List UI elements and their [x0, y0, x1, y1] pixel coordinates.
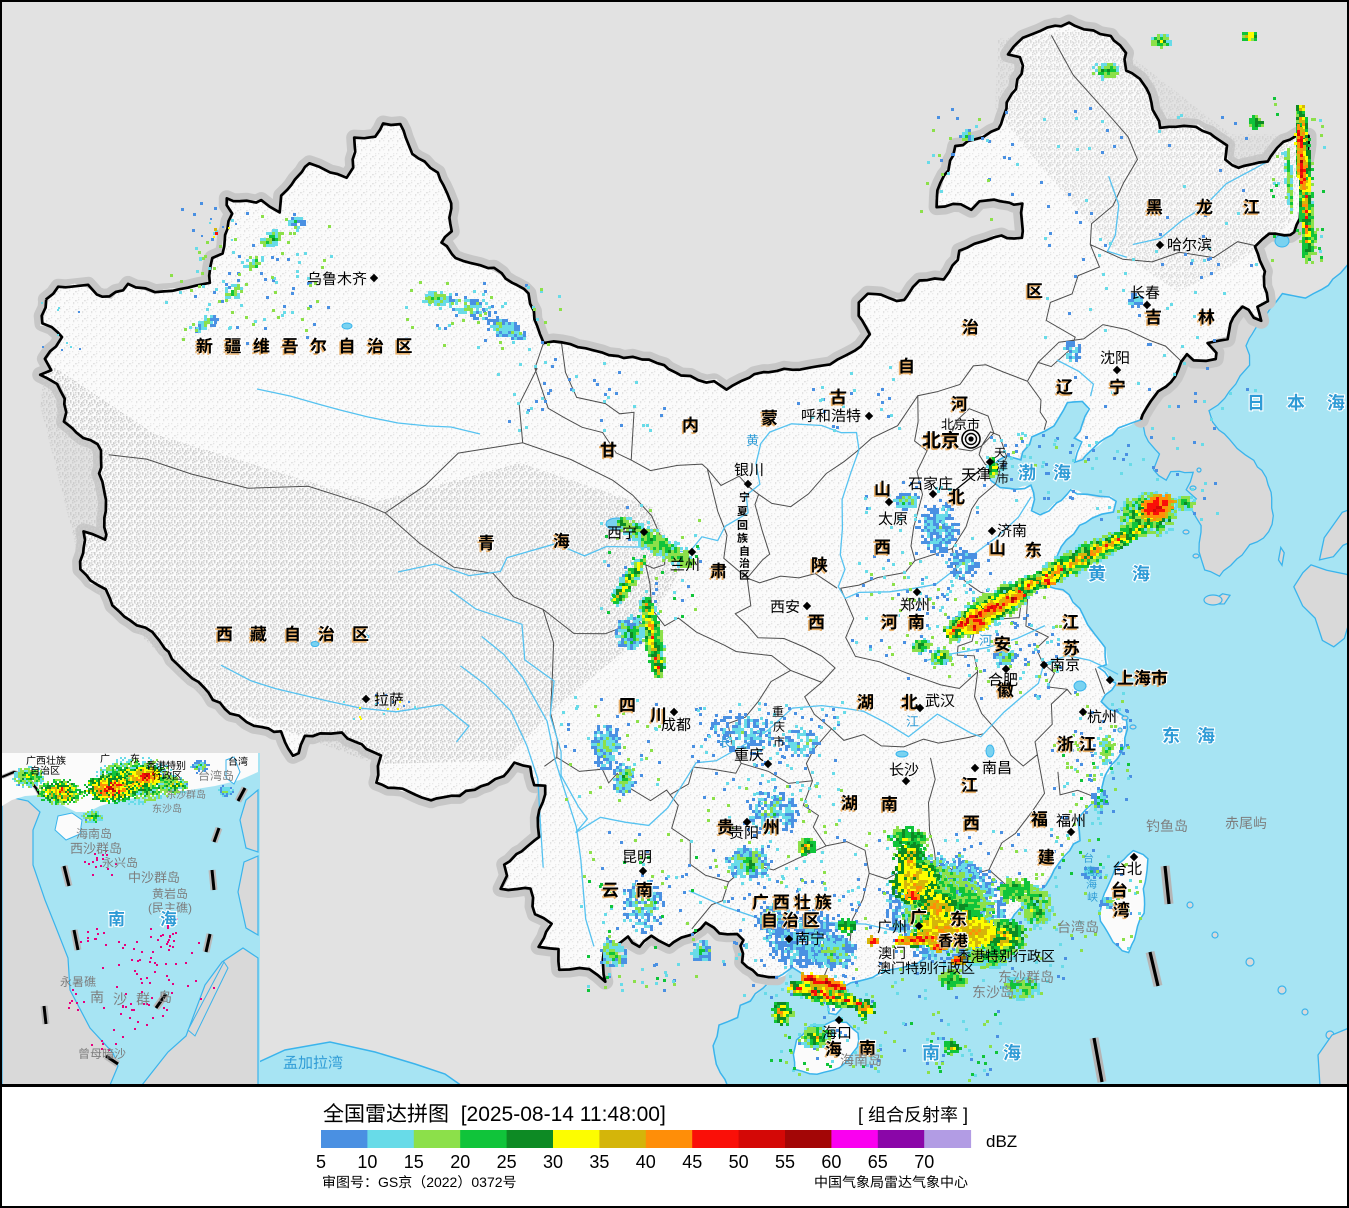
svg-text:]: ] [963, 1105, 968, 1125]
svg-text:GS: GS [378, 1174, 398, 1190]
svg-text:35: 35 [589, 1152, 609, 1172]
svg-text:): ) [188, 901, 192, 915]
svg-text:15: 15 [404, 1152, 424, 1172]
svg-text:[2025-08-14: [2025-08-14 [461, 1103, 575, 1126]
svg-text:55: 55 [775, 1152, 795, 1172]
svg-text:0372: 0372 [471, 1174, 502, 1190]
svg-text:20: 20 [450, 1152, 470, 1172]
svg-text:50: 50 [729, 1152, 749, 1172]
svg-text:25: 25 [497, 1152, 517, 1172]
svg-text:65: 65 [868, 1152, 888, 1172]
svg-text:2022: 2022 [426, 1174, 457, 1190]
svg-text:60: 60 [821, 1152, 841, 1172]
svg-text:45: 45 [682, 1152, 702, 1172]
svg-text:70: 70 [914, 1152, 934, 1172]
svg-text:40: 40 [636, 1152, 656, 1172]
svg-text:11:48:00]: 11:48:00] [580, 1103, 666, 1126]
svg-text:[: [ [858, 1105, 863, 1125]
svg-text:(: ( [148, 901, 152, 915]
svg-text:30: 30 [543, 1152, 563, 1172]
svg-text:10: 10 [357, 1152, 377, 1172]
svg-text:5: 5 [316, 1152, 326, 1172]
svg-text:dBZ: dBZ [986, 1132, 1017, 1151]
